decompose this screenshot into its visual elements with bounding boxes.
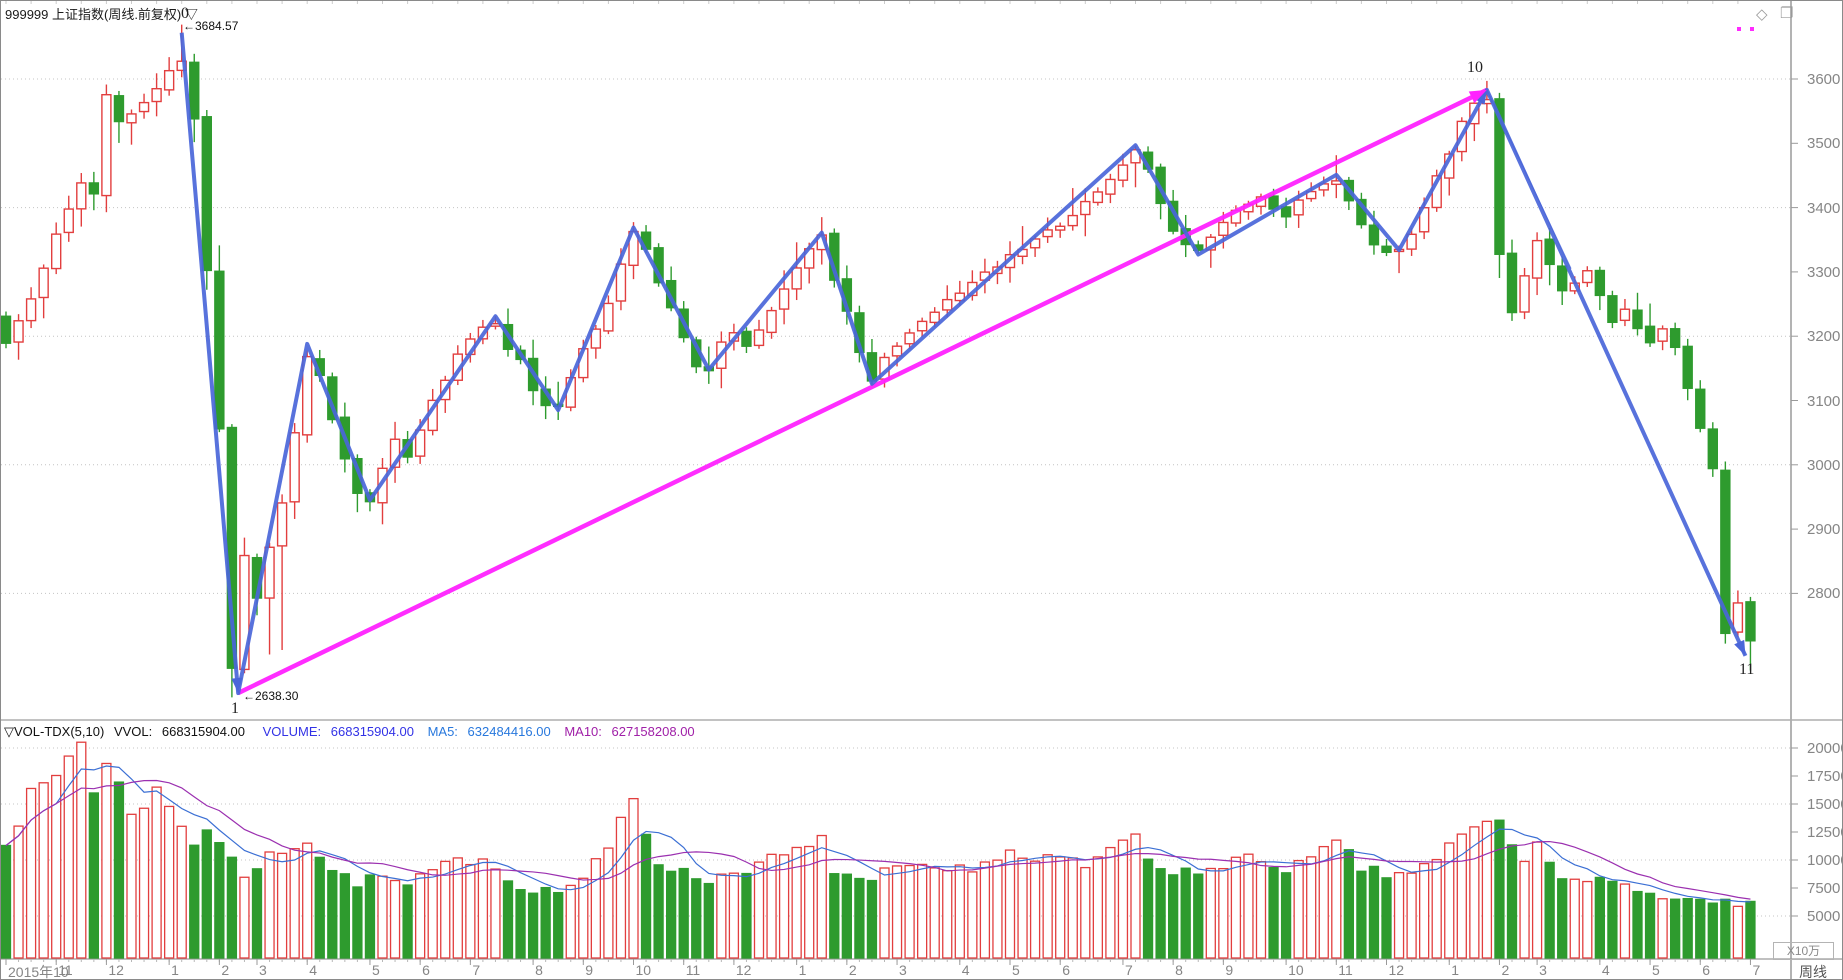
price-tick-label: 3500 [1807,135,1841,153]
thin-decline-line [1486,89,1572,269]
ma5-value: 632484416.00 [467,724,551,739]
zigzag-arrowhead-p10 [1475,89,1487,105]
drawing-handle-dot[interactable] [1737,27,1741,31]
vvol-label: VVOL: [113,724,153,739]
low-price-annotation: ←2638.30 [243,689,299,703]
volume-indicator-header: ▽VOL-TDX(5,10) VVOL: 668315904.00 VOLUME… [4,724,701,740]
x-month-label: 5 [371,962,380,978]
x-month-label: 8 [535,962,543,978]
x-month-label: 7 [1124,962,1133,978]
x-month-label: 8 [1175,962,1183,978]
pivot-label-0: 0 [181,5,189,22]
x-month-label: 2 [1501,962,1510,978]
overlap-windows-icon[interactable]: ❐ [1780,5,1794,22]
volume-bars-layer[interactable] [1,741,1756,959]
pivot-label-11: 11 [1739,661,1755,678]
volume-tick-label: 5000 [1807,908,1841,925]
x-month-label: 1 [798,962,807,978]
ma10-value: 627158208.00 [611,724,695,739]
volume-ma5-line [5,765,1751,903]
x-month-label: 2 [221,962,230,978]
price-tick-label: 3300 [1807,263,1841,281]
volume-tick-label: 15000 [1807,796,1842,813]
volume-tick-label: 17500 [1807,768,1842,785]
x-month-label: 2015年10 [8,964,69,980]
x-month-label: 1 [1451,962,1460,978]
x-month-label: 10 [635,962,652,978]
diamond-icon[interactable]: ◇ [1756,6,1768,23]
candlestick-layer[interactable] [1,24,1756,698]
volume-tick-label: 10000 [1807,852,1842,869]
period-label[interactable]: 周线 [1799,964,1827,980]
zigzag-wave-line[interactable] [179,32,1748,696]
x-month-label: 7 [1752,962,1761,978]
pivot-label-10: 10 [1467,59,1483,76]
ma5-label: MA5: [427,724,458,739]
drawing-handle-dot[interactable] [1750,27,1754,31]
x-month-label: 9 [585,962,594,978]
price-tick-label: 2800 [1807,585,1841,603]
x-month-label: 5 [1652,962,1660,978]
x-month-label: 6 [1062,962,1070,978]
x-month-label: 9 [1225,962,1234,978]
x-month-label: 12 [735,962,752,978]
volume-label: VOLUME: [262,724,322,739]
price-tick-label: 3100 [1807,392,1841,410]
indicator-name[interactable]: ▽VOL-TDX(5,10) [4,724,105,739]
x-month-label: 5 [1012,962,1020,978]
volume-tick-label: 7500 [1807,880,1841,897]
volume-ma10-line [5,779,1751,900]
price-tick-label: 3200 [1807,328,1841,346]
pivot-label-1: 1 [231,700,239,717]
x-month-label: 6 [1702,962,1711,978]
volume-tick-label: 20000 [1807,740,1842,757]
x-month-label: 11 [58,962,73,978]
volume-tick-label: 12500 [1807,824,1842,841]
x-month-label: 10 [1288,962,1304,978]
ma10-label: MA10: [564,724,602,739]
x-month-label: 7 [472,962,481,978]
x-month-label: 12 [1388,962,1405,978]
x-month-label: 3 [259,962,267,978]
x-month-label: 11 [685,962,701,978]
vvol-value: 668315904.00 [161,724,246,739]
price-tick-label: 3600 [1807,71,1841,88]
magenta-trendline[interactable] [237,87,1488,696]
volume-unit-label: X10万 [1773,942,1834,960]
zigzag-arrowhead-p11 [1734,639,1746,656]
x-month-label: 4 [1601,962,1610,978]
x-month-label: 12 [108,962,124,978]
x-month-label: 1 [171,962,179,978]
high-price-annotation: ←3684.57 [183,19,239,33]
x-month-label: 4 [961,962,970,978]
chart-title: 999999 上证指数(周线.前复权) ▽ [5,7,198,22]
magenta-arrowhead-p10 [1468,89,1487,104]
price-tick-label: 3000 [1807,456,1841,474]
x-month-label: 11 [1338,962,1353,978]
x-month-label: 3 [899,962,907,978]
x-month-label: 4 [309,962,317,978]
x-month-label: 3 [1539,962,1547,978]
volume-value: 668315904.00 [330,724,414,739]
x-month-label: 2 [848,962,857,978]
price-tick-label: 3400 [1807,199,1841,217]
price-tick-label: 2900 [1807,521,1841,539]
x-month-label: 6 [422,962,430,978]
zigzag-arrowhead-p1 [231,677,243,694]
